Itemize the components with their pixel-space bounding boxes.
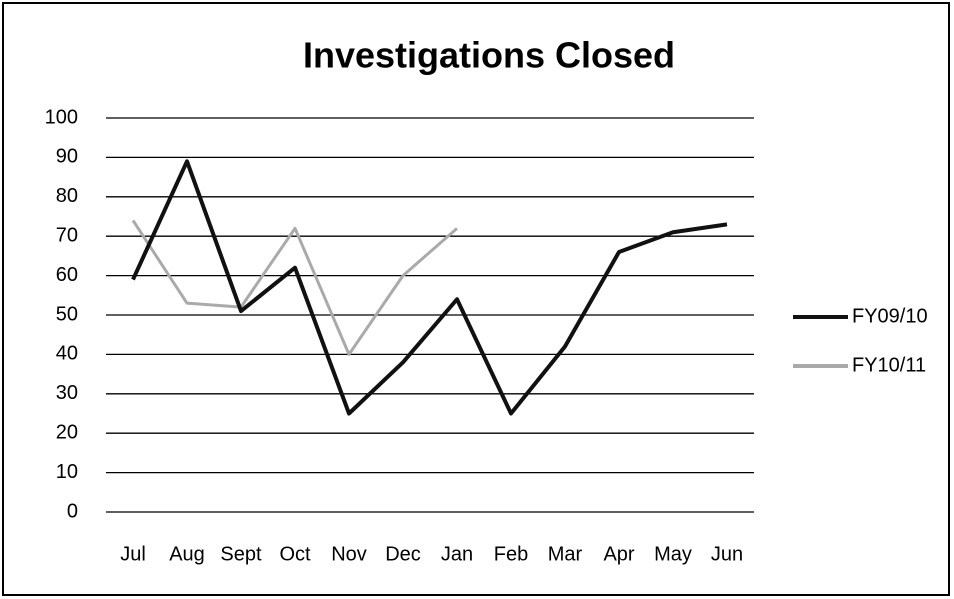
x-tick-label: Feb (494, 543, 528, 565)
x-tick-label: Nov (331, 543, 367, 565)
legend-label: FY10/11 (852, 354, 926, 376)
y-tick-label: 10 (56, 461, 78, 483)
series-line (131, 219, 458, 356)
x-tick-label: Jan (441, 543, 473, 565)
legend-label: FY09/10 (852, 305, 928, 327)
y-tick-label: 70 (56, 224, 78, 246)
x-tick-label: May (654, 543, 692, 565)
y-tick-label: 100 (45, 106, 78, 128)
y-tick-label: 80 (56, 185, 78, 207)
x-tick-label: Dec (385, 543, 421, 565)
y-tick-label: 20 (56, 421, 78, 443)
y-tick-label: 0 (67, 500, 78, 522)
x-tick-label: Sept (220, 543, 262, 565)
y-tick-label: 60 (56, 264, 78, 286)
x-tick-label: Mar (548, 543, 583, 565)
x-tick-label: Aug (169, 543, 205, 565)
y-tick-label: 40 (56, 343, 78, 365)
series-line (131, 159, 728, 416)
x-tick-label: Apr (603, 543, 634, 565)
x-tick-label: Jul (120, 543, 146, 565)
chart-title: Investigations Closed (303, 35, 675, 76)
y-tick-label: 90 (56, 146, 78, 168)
y-tick-label: 30 (56, 382, 78, 404)
x-tick-label: Oct (279, 543, 311, 565)
y-tick-label: 50 (56, 303, 78, 325)
x-tick-label: Jun (711, 543, 743, 565)
